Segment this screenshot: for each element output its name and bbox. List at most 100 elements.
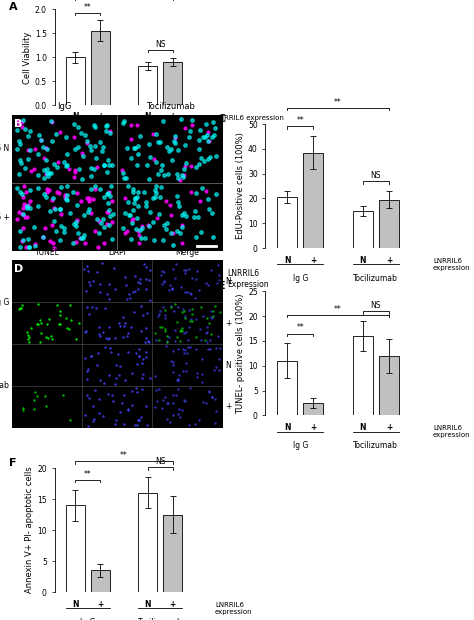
Point (215, 275, 223, 285)
Point (105, 294, 112, 304)
Point (114, 349, 121, 359)
Point (192, 332, 200, 342)
Point (45, 333, 52, 343)
Point (25, 334, 32, 344)
Point (137, 274, 144, 284)
Point (187, 342, 194, 352)
Point (204, 313, 211, 323)
Point (86, 280, 93, 290)
Point (163, 398, 170, 408)
Point (181, 396, 189, 406)
Point (161, 276, 168, 286)
Point (192, 344, 200, 354)
Point (56, 306, 64, 316)
Point (203, 337, 210, 347)
Point (120, 390, 128, 400)
Point (183, 288, 191, 298)
Point (204, 280, 212, 290)
Point (105, 370, 113, 380)
Point (36, 337, 44, 347)
Point (174, 375, 182, 385)
Point (96, 329, 103, 339)
Point (36, 316, 43, 326)
Point (43, 332, 50, 342)
Point (95, 409, 103, 419)
Point (100, 378, 108, 388)
Text: F: F (9, 458, 16, 468)
Point (126, 293, 134, 303)
Text: Ig G: Ig G (80, 126, 95, 135)
Point (214, 278, 221, 288)
Point (95, 322, 103, 332)
Point (181, 306, 188, 316)
Point (104, 334, 112, 344)
Point (156, 322, 164, 332)
Point (83, 303, 91, 312)
Point (159, 303, 167, 312)
Point (161, 306, 168, 316)
Point (202, 398, 210, 408)
Point (183, 348, 191, 358)
Text: N: N (225, 277, 231, 286)
Point (25, 337, 33, 347)
Point (142, 273, 150, 283)
Point (216, 308, 224, 317)
Point (172, 389, 179, 399)
Point (63, 323, 71, 333)
Bar (138, 493, 157, 592)
Point (206, 387, 213, 397)
Point (134, 415, 142, 425)
Point (131, 271, 138, 281)
Point (66, 415, 73, 425)
Point (191, 293, 199, 303)
Point (85, 277, 92, 287)
Point (96, 287, 103, 297)
Point (142, 352, 150, 362)
Point (200, 397, 207, 407)
Text: Tocilizumab: Tocilizumab (0, 381, 10, 391)
Point (105, 333, 112, 343)
Point (145, 275, 153, 285)
Point (209, 392, 216, 402)
Point (155, 309, 163, 319)
Point (206, 386, 213, 396)
Point (135, 277, 142, 286)
Point (152, 335, 159, 345)
Point (101, 342, 109, 352)
Point (35, 319, 42, 329)
Point (164, 414, 171, 424)
Point (211, 394, 219, 404)
Text: NS: NS (371, 301, 381, 310)
Point (169, 390, 177, 400)
Text: **: ** (296, 323, 304, 332)
Point (216, 343, 224, 353)
Point (128, 368, 136, 378)
Point (214, 332, 222, 342)
Bar (353, 211, 373, 248)
Point (102, 333, 109, 343)
Point (106, 343, 114, 353)
Point (133, 388, 141, 397)
Point (195, 415, 203, 425)
Point (179, 326, 186, 336)
Point (145, 337, 152, 347)
Point (89, 401, 97, 411)
Point (166, 417, 174, 427)
Point (188, 316, 196, 326)
Point (55, 319, 63, 329)
Point (205, 318, 212, 328)
Y-axis label: EdU-Positive cells (100%): EdU-Positive cells (100%) (236, 133, 245, 239)
Point (163, 332, 171, 342)
Point (56, 309, 64, 319)
Text: N: N (72, 112, 79, 121)
Point (75, 319, 83, 329)
Point (211, 418, 219, 428)
Point (87, 351, 94, 361)
Point (179, 344, 186, 354)
Point (124, 347, 132, 357)
Point (138, 358, 146, 368)
Text: +: + (170, 600, 176, 609)
Text: Tocilizumab: Tocilizumab (146, 102, 194, 112)
Point (152, 402, 159, 412)
Point (135, 283, 142, 293)
